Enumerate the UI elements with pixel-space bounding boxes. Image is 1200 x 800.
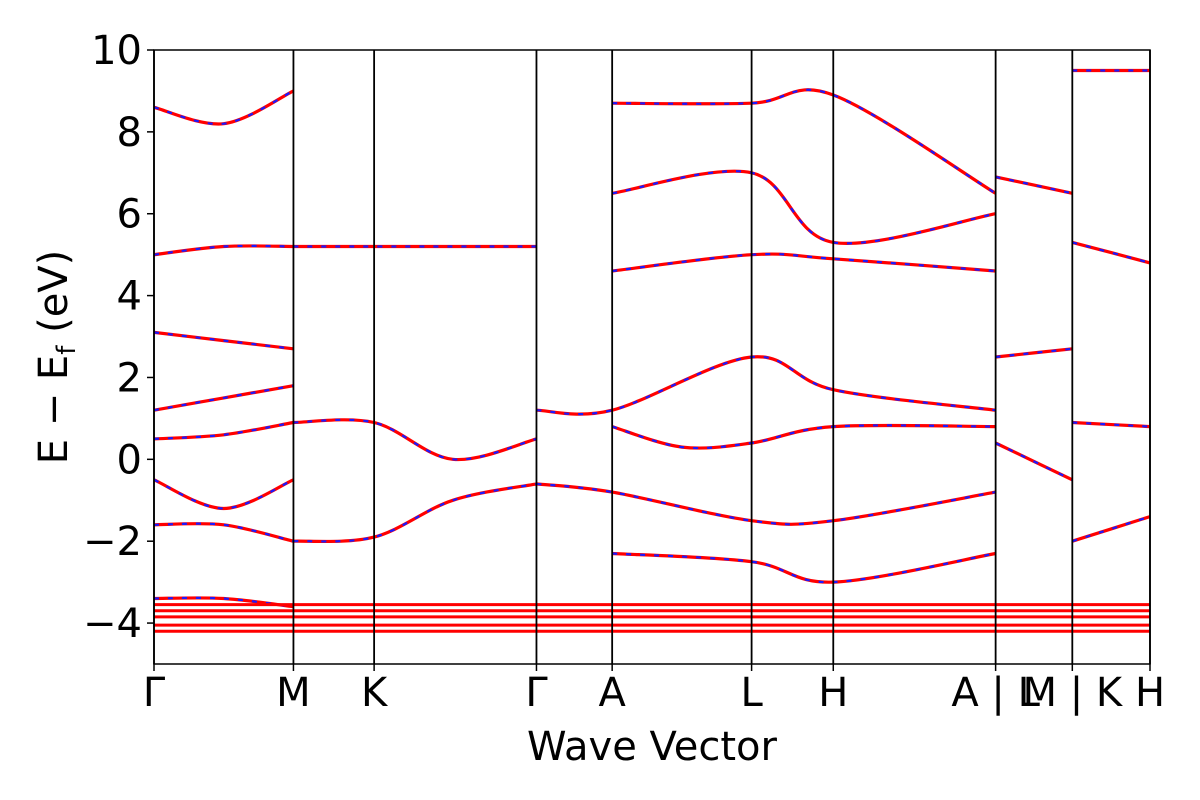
- x-axis: Γ M K Γ A L H A | LM | K H: [143, 664, 1165, 716]
- band-line-dashed: [995, 175, 1073, 195]
- x-tick-label: A: [598, 670, 626, 716]
- high-symmetry-lines: [153, 50, 1151, 664]
- band-line-dashed: [154, 384, 294, 412]
- y-tick-label: −4: [83, 601, 142, 647]
- x-tick-label: M | K: [1022, 670, 1123, 716]
- x-tick-label: Γ: [143, 670, 166, 716]
- band-line-dashed: [611, 424, 996, 450]
- y-tick-label: −2: [83, 519, 142, 565]
- y-axis-title: E − Ef (eV): [31, 250, 82, 465]
- band-line-dashed: [612, 552, 996, 584]
- x-tick-label: H: [818, 670, 848, 716]
- x-tick-label: H: [1135, 670, 1165, 716]
- y-tick-label: 4: [117, 274, 142, 320]
- x-tick-label: A | L: [951, 670, 1040, 716]
- x-tick-label: K: [361, 670, 389, 716]
- band-line-dashed: [154, 522, 294, 543]
- band-line-dashed: [154, 244, 294, 256]
- band-line-dashed: [536, 482, 996, 526]
- y-tick-label: 2: [117, 355, 142, 401]
- y-axis-title-unit: (eV): [31, 250, 77, 346]
- y-tick-label: 8: [117, 110, 142, 156]
- x-tick-label: Γ: [525, 670, 548, 716]
- y-axis: −4 −2 0 2 4 6 8 10: [83, 28, 154, 647]
- band-line-solid: [611, 169, 996, 245]
- band-line-dashed: [154, 331, 294, 350]
- y-tick-label: 0: [117, 437, 142, 483]
- y-axis-title-subscript: f: [52, 345, 82, 355]
- band-line-dashed: [995, 347, 1073, 359]
- band-line-dashed: [612, 88, 997, 195]
- y-tick-label: 6: [117, 192, 142, 238]
- y-axis-title-main: E − E: [31, 355, 77, 465]
- x-tick-label: M: [276, 670, 311, 716]
- band-line-dashed: [612, 252, 996, 273]
- band-line-dashed: [1072, 421, 1150, 428]
- band-line-dashed: [995, 442, 1073, 481]
- band-lines: [154, 68, 1150, 633]
- band-line-dashed: [154, 421, 294, 440]
- band-line-dashed: [154, 478, 294, 510]
- y-tick-label: 10: [91, 28, 142, 74]
- plot-area-frame: [153, 49, 1151, 665]
- band-line-dashed: [154, 596, 294, 608]
- band-line-dashed: [1072, 241, 1150, 264]
- band-line-dashed: [154, 89, 294, 126]
- x-tick-label: L: [740, 670, 763, 716]
- band-line-solid: [293, 482, 537, 544]
- x-axis-title: Wave Vector: [527, 724, 778, 770]
- band-line-solid: [293, 418, 537, 462]
- band-line-solid: [1071, 515, 1150, 543]
